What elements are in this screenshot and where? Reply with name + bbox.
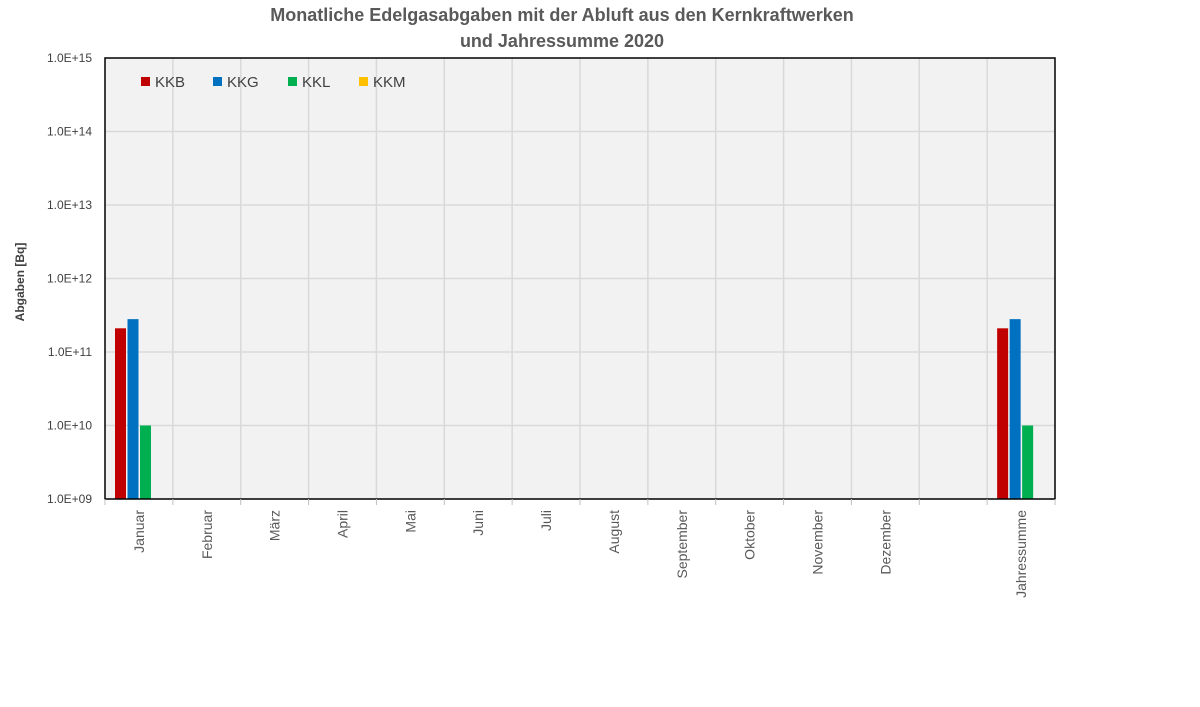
bar-kkb [997,328,1009,499]
x-tick-label: Mai [402,510,418,533]
x-tick-label: Oktober [742,510,758,560]
y-tick-label: 1.0E+11 [48,345,92,359]
chart-title: Monatliche Edelgasabgaben mit der Abluft… [270,5,853,25]
bars [115,319,1034,499]
y-tick-label: 1.0E+15 [47,51,92,65]
legend-label: KKG [227,74,259,91]
y-axis-ticks: 1.0E+09 1.0E+10 1.0E+11 1.0E+12 1.0E+13 1.0E+… [47,51,92,506]
bar-kkg [1009,319,1021,499]
x-tick-label: November [810,510,826,575]
legend-swatch [359,77,368,86]
x-tick-label: Dezember [877,510,893,575]
x-tick-label: Februar [199,510,215,559]
y-tick-label: 1.0E+13 [47,198,92,212]
x-tick-label: September [674,510,690,579]
y-axis-label: Abgaben [Bq] [13,243,27,322]
x-tick-label: April [335,510,351,538]
x-tick-label: Januar [131,510,147,553]
y-tick-label: 1.0E+10 [47,419,92,433]
legend-swatch [141,77,150,86]
legend-swatch [213,77,222,86]
y-tick-label: 1.0E+14 [47,125,92,139]
chart-subtitle: und Jahressumme 2020 [460,31,664,51]
y-tick-label: 1.0E+12 [47,272,92,286]
bar-kkl [140,425,151,499]
legend-label: KKL [302,74,330,91]
legend-swatch [288,77,297,86]
x-tick-label: Juni [470,510,486,536]
bar-kkg [127,319,139,499]
bar-kkl [1022,425,1034,499]
gridlines [105,58,1055,499]
x-tick-label: Jahressumme [1013,510,1029,598]
y-tick-label: 1.0E+09 [47,492,92,506]
legend: KKB KKG KKL KKM [141,74,406,91]
legend-label: KKB [155,74,185,91]
x-axis-ticks: Januar Februar März April Mai Juni Juli August S… [104,499,1056,598]
bar-kkb [115,328,126,499]
legend-label: KKM [373,74,406,91]
x-tick-label: Juli [538,510,554,531]
x-tick-label: August [606,510,622,554]
x-tick-label: März [267,510,283,541]
